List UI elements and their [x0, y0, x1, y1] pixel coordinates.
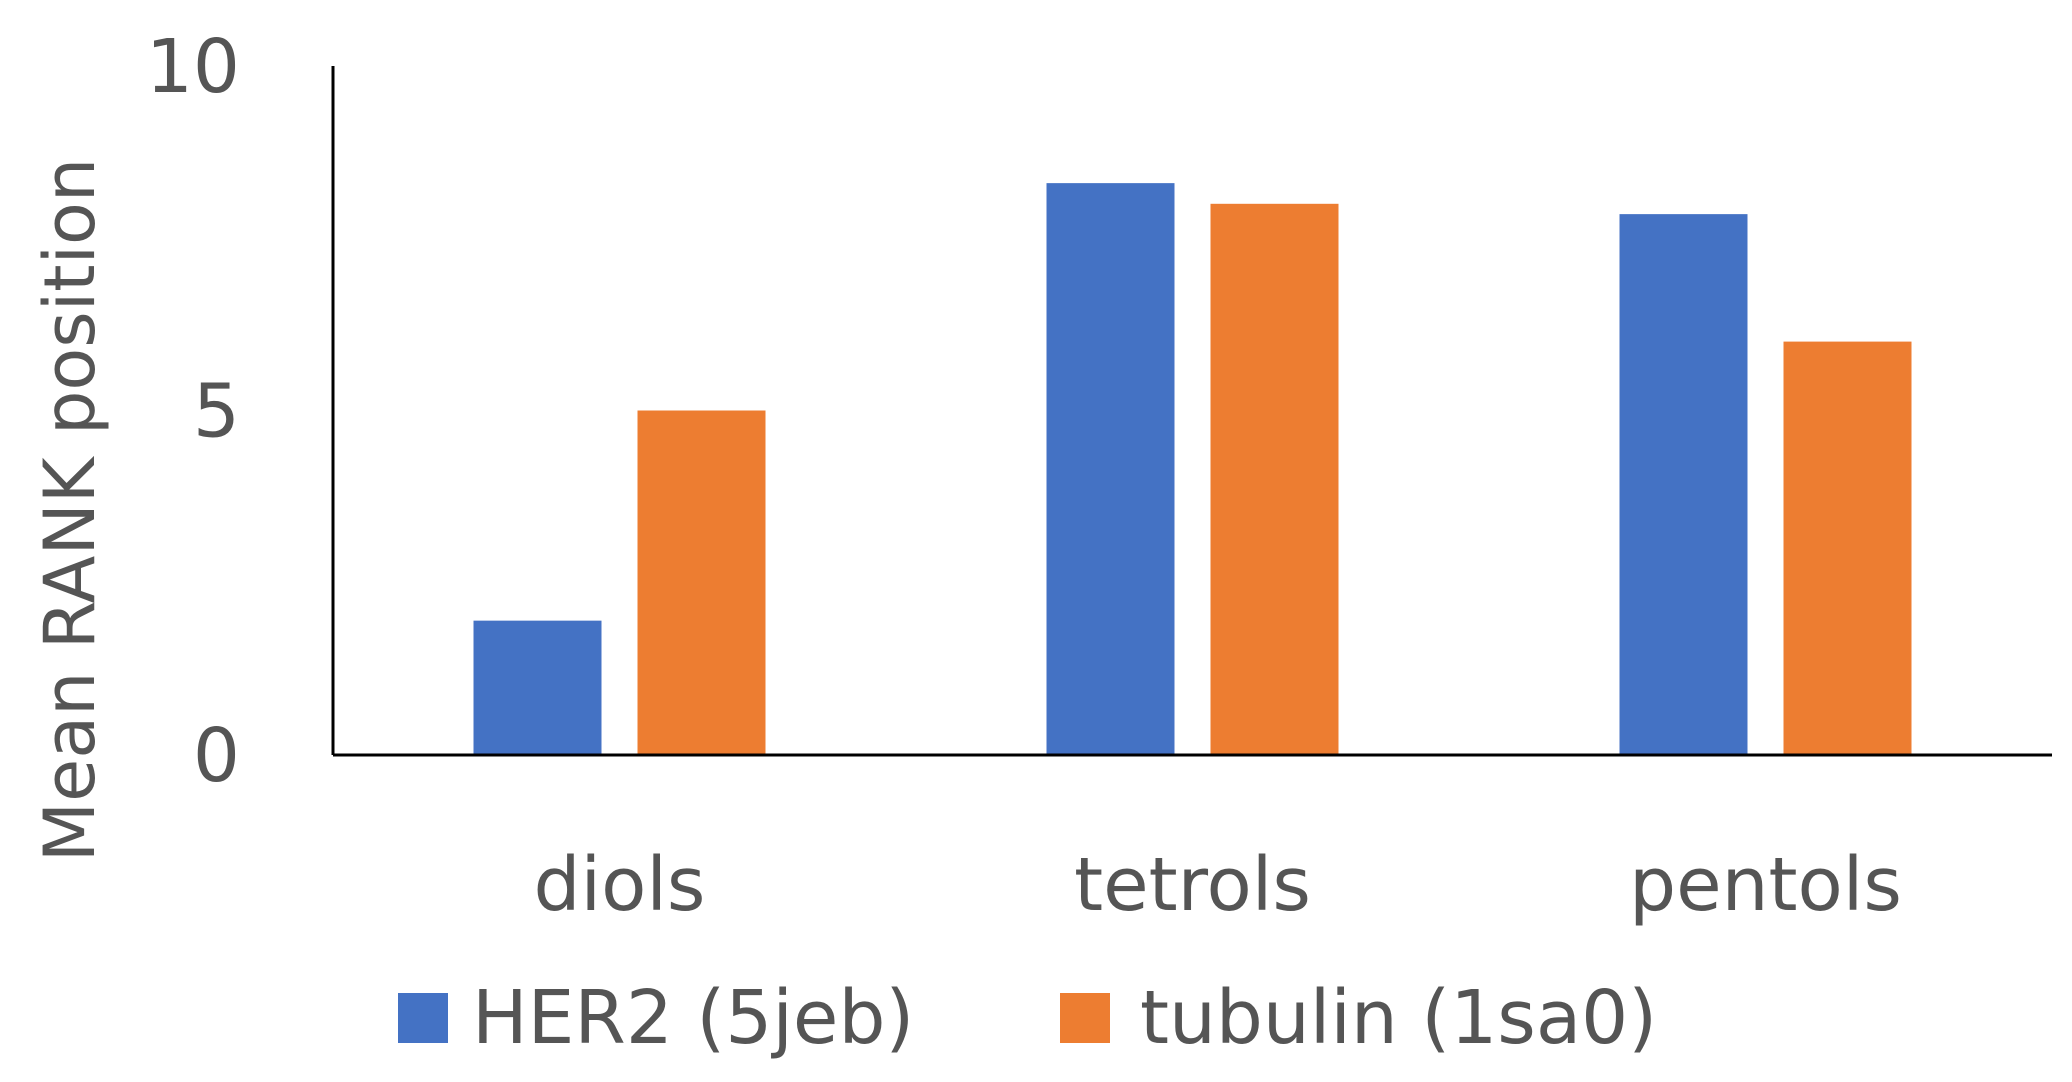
y-tick-label: 0 [193, 713, 240, 799]
y-tick-label: 10 [146, 24, 240, 110]
bar-pentols-tubulin [1783, 341, 1912, 755]
bar-diols-tubulin [637, 410, 766, 755]
legend: HER2 (5jeb) tubulin (1sa0) [398, 975, 1657, 1061]
x-tick-label: pentols [1629, 842, 1902, 928]
y-axis-label: Mean RANK position [29, 158, 111, 862]
legend-label-her2: HER2 (5jeb) [472, 975, 914, 1061]
y-tick-label: 5 [193, 369, 240, 455]
y-axis-ticks: 0 5 10 [146, 24, 240, 799]
legend-label-tubulin: tubulin (1sa0) [1140, 975, 1657, 1061]
bars [473, 183, 1912, 756]
x-tick-label: tetrols [1074, 842, 1311, 928]
bar-diols-her2 [473, 620, 602, 755]
bar-pentols-her2 [1619, 214, 1748, 755]
bar-tetrols-tubulin [1210, 203, 1339, 756]
x-tick-label: diols [534, 842, 706, 928]
bar-tetrols-her2 [1046, 183, 1175, 755]
legend-swatch-tubulin [1060, 993, 1110, 1043]
x-axis-labels: diols tetrols pentols [534, 842, 1902, 928]
legend-swatch-her2 [398, 993, 448, 1043]
